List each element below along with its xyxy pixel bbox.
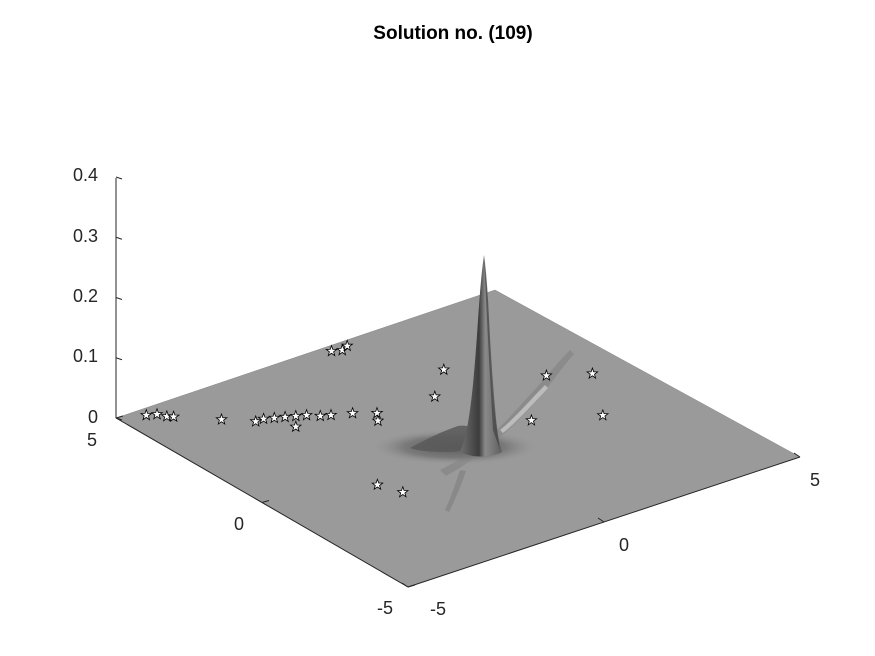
- pentagram-marker: [139, 408, 153, 421]
- z-tick-mark: [115, 236, 123, 240]
- z-tick-label: 0.3: [73, 226, 98, 246]
- x-tick-mark: [401, 582, 409, 588]
- z-tick-label: 0: [88, 407, 98, 427]
- z-tick-label: 0.1: [73, 346, 98, 366]
- y-tick-mark: [407, 584, 416, 588]
- pentagram-marker: [289, 409, 303, 422]
- pentagram-marker: [371, 414, 385, 427]
- pentagram-marker: [289, 420, 303, 433]
- pentagram-marker: [325, 344, 338, 357]
- y-tick-mark: [115, 415, 124, 419]
- y-tick-mark: [261, 500, 270, 503]
- pentagram-marker: [278, 410, 292, 423]
- pentagram-marker: [340, 339, 354, 352]
- pentagram-marker: [346, 406, 359, 419]
- x-axis-ticks: [401, 452, 801, 588]
- y-tick-label: 0: [234, 514, 244, 534]
- z-tick-mark: [115, 297, 123, 300]
- pentagram-marker: [267, 411, 281, 424]
- z-tick-label: 0.2: [73, 286, 98, 306]
- pentagram-marker: [150, 407, 164, 420]
- pentagram-marker: [300, 408, 313, 421]
- marker-layer: [139, 339, 610, 498]
- z-tick-label: 0.4: [73, 165, 98, 185]
- y-axis-ticks: [115, 415, 416, 588]
- x-tick-mark: [793, 452, 801, 458]
- pentagram-marker: [540, 368, 553, 381]
- x-tick-label: -5: [430, 599, 446, 619]
- pentagram-marker: [257, 412, 270, 425]
- z-tick-mark: [115, 417, 123, 421]
- pentagram-marker: [167, 410, 181, 423]
- pentagram-marker: [525, 413, 538, 426]
- pentagram-marker: [370, 406, 384, 419]
- pentagram-marker: [596, 408, 610, 421]
- pentagram-marker: [396, 485, 410, 498]
- pentagram-marker: [428, 389, 442, 403]
- pentagram-marker: [371, 478, 384, 491]
- pentagram-marker: [249, 414, 263, 427]
- x-tick-label: 0: [619, 535, 629, 555]
- pentagram-marker: [437, 362, 451, 376]
- surface-ridge-highlight: [500, 385, 548, 433]
- pentagram-marker: [215, 412, 228, 426]
- z-tick-mark: [115, 176, 123, 180]
- pentagram-marker: [585, 366, 599, 380]
- surface-peak: [460, 255, 502, 457]
- x-tick-mark: [597, 517, 605, 523]
- surface-ridge-lower: [445, 470, 466, 512]
- chart-title: Solution no. (109): [373, 23, 532, 44]
- y-tick-label: 5: [87, 430, 97, 450]
- pentagram-marker: [313, 409, 327, 422]
- z-axis-ticks: [115, 176, 123, 421]
- x-tick-label: 5: [810, 470, 820, 490]
- surface-peak-shadow: [484, 255, 500, 450]
- z-tick-mark: [115, 357, 123, 361]
- y-tick-label: -5: [377, 598, 393, 618]
- pentagram-marker: [324, 408, 338, 421]
